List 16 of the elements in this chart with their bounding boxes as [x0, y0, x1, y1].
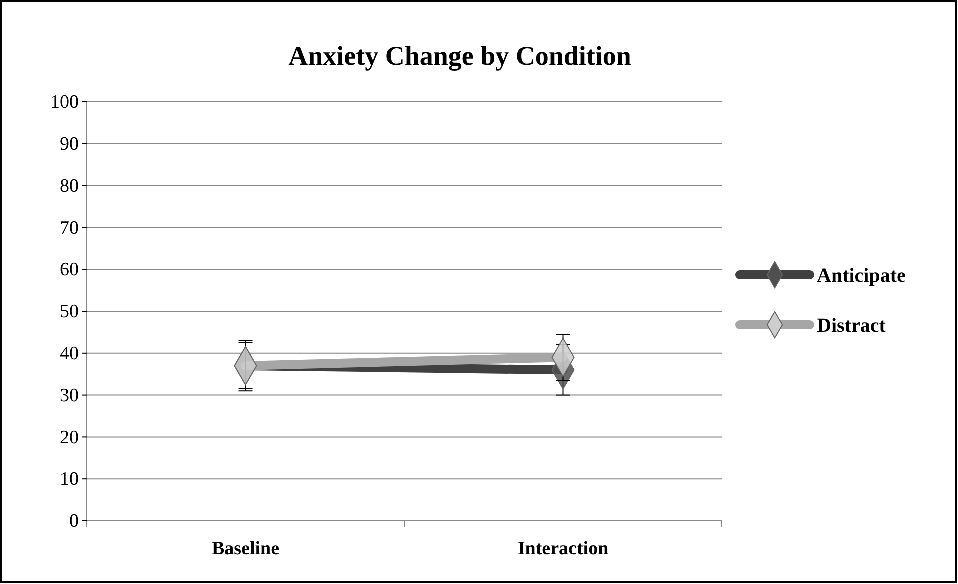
y-tick-label: 70	[60, 218, 79, 239]
x-tick-label: Baseline	[212, 538, 280, 560]
y-tick-label: 40	[60, 343, 79, 364]
legend-label: Anticipate	[817, 265, 906, 287]
chart-title: Anxiety Change by Condition	[288, 41, 632, 71]
y-tick-label: 100	[50, 92, 79, 114]
y-tick-label: 0	[70, 511, 79, 532]
y-tick-label: 80	[60, 176, 79, 197]
y-tick-label: 10	[60, 469, 79, 490]
y-tick-label: 90	[60, 134, 79, 155]
y-tick-label: 60	[60, 260, 79, 281]
x-tick-label: Interaction	[518, 538, 610, 560]
legend-label: Distract	[817, 315, 886, 337]
y-tick-label: 50	[60, 302, 79, 323]
y-tick-label: 30	[60, 385, 79, 406]
y-tick-label: 20	[60, 427, 79, 448]
